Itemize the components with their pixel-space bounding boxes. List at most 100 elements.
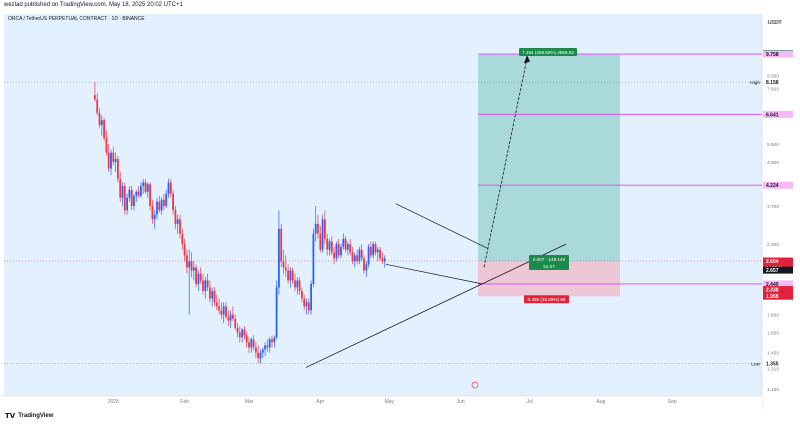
candle-body (305, 302, 308, 307)
candle-body (107, 152, 110, 169)
candle-body (367, 246, 370, 265)
plot-area (4, 14, 762, 396)
price-tick: 4.900 (767, 160, 779, 166)
price-label-bg (763, 78, 793, 86)
candle-body (229, 314, 232, 321)
price-label-bg (763, 50, 793, 58)
candle-body (204, 280, 207, 292)
candle-body (372, 244, 375, 256)
candle-body (153, 214, 156, 220)
price-label-bg (763, 286, 793, 294)
candle-body (259, 352, 262, 359)
candle-body (301, 291, 303, 299)
candle-body (255, 347, 257, 353)
candle-body (268, 339, 271, 348)
candle-body (273, 337, 276, 343)
candle-body (236, 327, 239, 333)
candle-body (266, 345, 269, 348)
candle-body (215, 302, 218, 307)
price-side-label: High (750, 80, 760, 86)
brand-name: TradingView (18, 413, 54, 419)
candle-body (188, 261, 191, 268)
candle-body (160, 199, 163, 211)
price-tick: 1.850 (767, 313, 779, 319)
candle-body (349, 244, 352, 253)
candle-body (234, 318, 237, 328)
candle-body (114, 158, 117, 162)
candle-body (142, 182, 145, 187)
candle-body (213, 291, 216, 303)
candle-body (330, 241, 333, 253)
entry-label-bg (529, 254, 569, 263)
candle-body (248, 342, 250, 348)
support-trendline (305, 243, 567, 368)
candle-body (149, 184, 151, 206)
price-side-label: Low (751, 361, 760, 367)
time-tick: Jun (457, 399, 465, 405)
profit-zone (478, 54, 620, 261)
candle-body (370, 246, 372, 256)
candle-body (287, 270, 289, 281)
candle-body (130, 189, 133, 206)
candle-body (98, 112, 101, 126)
candle-body (105, 138, 108, 153)
entry-label: 0.007 · 148.149 (533, 257, 566, 262)
candle-body (209, 287, 211, 299)
candle-body (303, 298, 306, 307)
stop-label-bg (524, 295, 569, 304)
candle-body (146, 184, 149, 192)
candle-body (119, 178, 122, 198)
tradingview-logo[interactable]: TV TradingView (5, 412, 53, 420)
candle-body (169, 182, 172, 194)
candle-body (294, 280, 296, 288)
price-tick: 1.310 (767, 367, 779, 373)
price-label-bg (763, 359, 793, 367)
candle-body (151, 205, 154, 220)
target-label: 7.154 (268.50%) 2856.92 (522, 50, 574, 55)
candle-body (181, 233, 184, 245)
candle-body (179, 219, 181, 234)
candle-body (245, 335, 248, 343)
candle-body (183, 244, 186, 256)
candle-body (156, 201, 158, 215)
candle-body (225, 306, 227, 318)
target-label-bg (519, 48, 577, 57)
price-label: 2.657 (766, 268, 779, 274)
candle-body (271, 339, 273, 343)
candle-body (264, 345, 266, 350)
candle-body (342, 238, 345, 247)
candle-body (110, 152, 112, 169)
projection-arrow (483, 58, 528, 268)
candle-body (337, 244, 340, 256)
candle-body (186, 255, 188, 268)
candle-body (195, 267, 197, 284)
candle-body (335, 244, 338, 259)
candle-body (340, 246, 342, 256)
candle-body (232, 314, 234, 319)
candle-body (376, 249, 379, 253)
candle-body (243, 329, 246, 336)
price-label: 9.758 (766, 52, 779, 58)
candle-body (381, 258, 384, 262)
candle-body (351, 252, 354, 262)
time-tick: 2025 (108, 399, 119, 405)
candle-body (289, 270, 292, 281)
candle-body (128, 189, 131, 198)
candle-body (165, 193, 168, 206)
symbol-title: ORCA / TetherUS PERPETUAL CONTRACT · 1D … (8, 16, 145, 22)
price-label: 2.338 (766, 288, 779, 294)
candle-body (284, 267, 287, 271)
price-label-bg (763, 181, 793, 189)
candle-body (197, 273, 200, 284)
candle-body (358, 249, 361, 262)
candle-body (117, 158, 119, 179)
event-marker-icon (471, 381, 479, 389)
candle-body (192, 267, 195, 271)
candle-body (220, 310, 223, 315)
price-label: 1.959 (766, 294, 779, 300)
time-tick: Apr (316, 399, 324, 405)
candle-body (135, 191, 138, 196)
flag-lower-line (385, 263, 483, 285)
flag-upper-line (395, 203, 489, 249)
